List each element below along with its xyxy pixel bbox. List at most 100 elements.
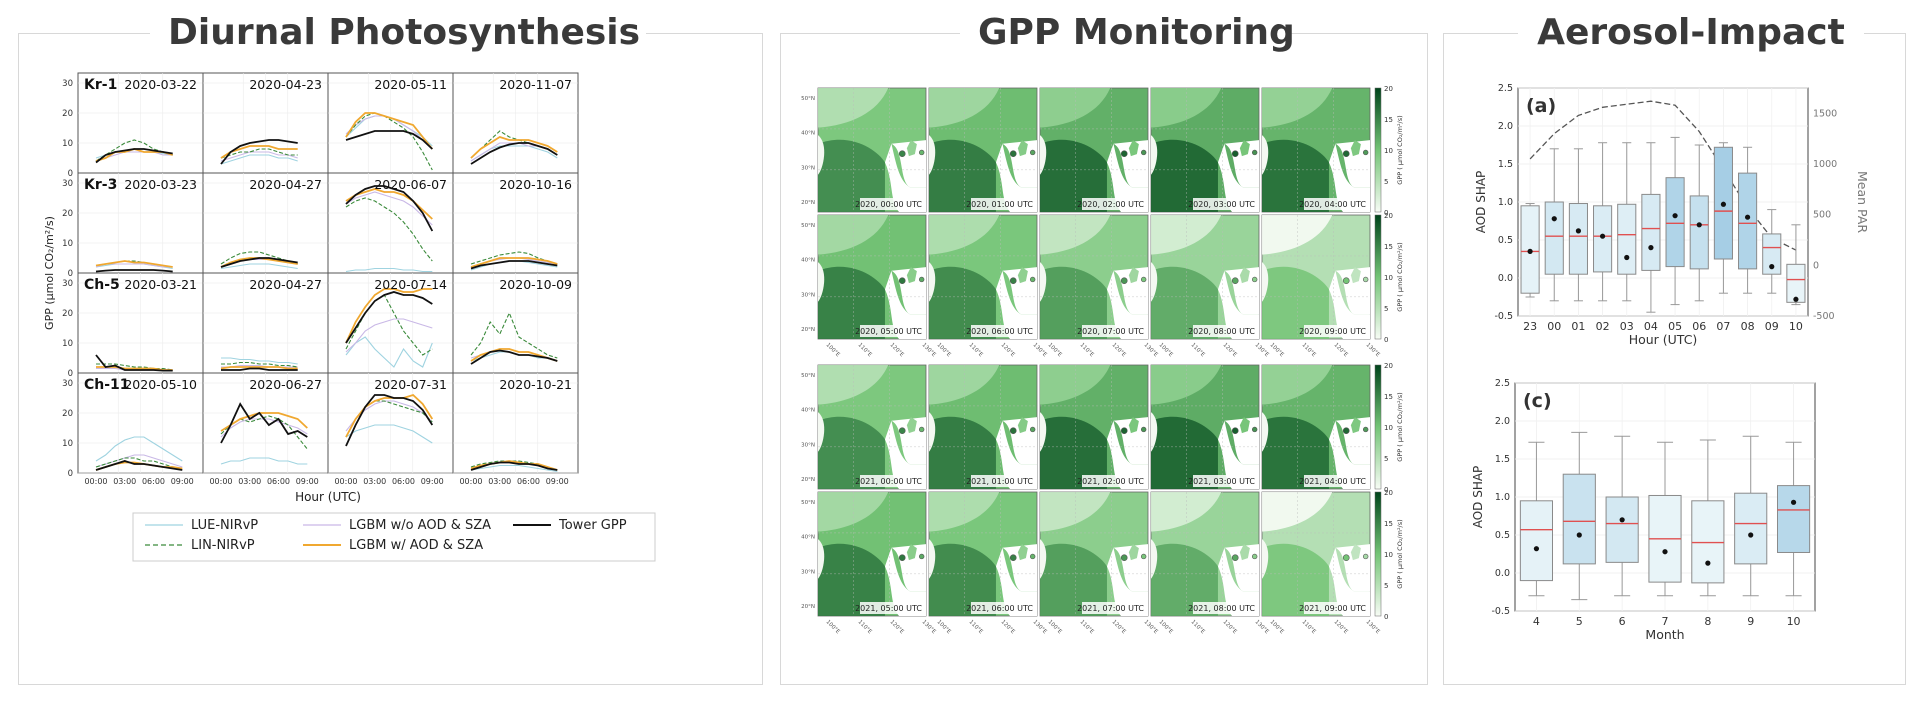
site-label: Ch-11: [84, 377, 130, 393]
gpp-map: 2021, 01:00 UTC: [928, 364, 1038, 490]
x-tick-label: 05: [1668, 320, 1682, 333]
box-item: [1520, 203, 1540, 298]
map-time-label: 2020, 07:00 UTC: [1077, 327, 1144, 336]
lon-tick-label: 130°E: [1032, 342, 1048, 358]
box-mean: [1744, 214, 1751, 220]
x-tick-label: 03:00: [363, 477, 386, 486]
lon-tick-label: 130°E: [1032, 619, 1048, 635]
box-mean: [1527, 248, 1533, 254]
map-south-region: [929, 543, 996, 616]
map-peninsula: [906, 544, 917, 561]
series-line-tower: [95, 269, 173, 273]
lon-tick-label: 130°E: [1365, 619, 1381, 635]
map-peninsula: [1017, 140, 1028, 157]
y-tick-label: 0.0: [1498, 273, 1513, 284]
map-north-region: [1151, 492, 1222, 532]
lon-tick-label: 130°E: [1365, 342, 1381, 358]
series-line-lgbm_w: [345, 188, 433, 220]
map-time-label: 2020, 03:00 UTC: [1188, 200, 1255, 209]
series-line-lin: [470, 311, 558, 359]
map-site-dot: [1120, 150, 1128, 158]
lat-tick-label: 20°N: [801, 327, 815, 333]
map-site-dot: [1140, 426, 1147, 433]
map-site-dot: [1009, 150, 1017, 158]
box-mean: [1790, 499, 1797, 505]
box-body: [1617, 203, 1637, 275]
map-site-dot: [918, 276, 925, 283]
diurnal-subplot: [327, 172, 454, 274]
legend-label: LIN-NIRvP: [191, 538, 255, 553]
map-peninsula: [1350, 267, 1361, 284]
gpp-map: 2020, 01:00 UTC: [928, 87, 1038, 213]
map-site-dot: [898, 150, 906, 158]
box-mean: [1696, 222, 1702, 228]
map-peninsula: [1128, 267, 1139, 284]
x-tick-label: 10: [1787, 615, 1801, 628]
diurnal-subplot: [202, 372, 329, 474]
map-label-bg: [860, 475, 924, 487]
map-south-region: [1262, 416, 1329, 489]
date-label: 2020-07-31: [374, 377, 447, 392]
series-line-tower: [220, 139, 298, 165]
lon-tick-label: 110°E: [1079, 342, 1095, 358]
lat-tick-label: 50°N: [801, 500, 815, 506]
diurnal-subplot: [77, 72, 204, 174]
x-tick-label: 5: [1576, 615, 1583, 628]
gpp-map: 2020, 08:00 UTC: [1150, 214, 1260, 340]
map-sea-south: [1328, 270, 1370, 339]
map-highland: [1262, 539, 1269, 579]
map-time-label: 2021, 00:00 UTC: [855, 477, 922, 486]
lon-tick-label: 120°E: [1000, 342, 1016, 358]
y2-tick-label: -500: [1813, 311, 1835, 322]
lon-tick-label: 120°E: [889, 619, 905, 635]
y-tick-label: 2.5: [1498, 83, 1513, 94]
box-item: [1641, 142, 1661, 313]
gpp-map: 2021, 03:00 UTC: [1150, 364, 1260, 490]
map-peninsula: [906, 417, 917, 434]
map-south-region: [1040, 416, 1107, 489]
map-peninsula: [1239, 544, 1250, 561]
lon-tick-label: 110°E: [857, 619, 873, 635]
box-item: [1648, 441, 1682, 597]
map-label-bg: [1304, 602, 1368, 614]
y-tick-label: 20: [62, 209, 73, 219]
map-site-dot: [1009, 277, 1017, 285]
map-peninsula: [1017, 417, 1028, 434]
map-highland: [1262, 412, 1269, 452]
map-sea-south: [995, 143, 1037, 212]
gpp-map: 2021, 09:00 UTC: [1261, 491, 1371, 617]
map-time-label: 2020, 02:00 UTC: [1077, 200, 1144, 209]
series-line-lgbm_w: [470, 136, 558, 159]
map-highland: [818, 262, 825, 302]
lat-tick-label: 20°N: [801, 477, 815, 483]
date-label: 2020-10-16: [499, 177, 572, 192]
y-axis-label: AOD SHAP: [1471, 466, 1485, 529]
y2-tick-label: 1000: [1813, 159, 1837, 170]
series-line-tower: [470, 142, 558, 165]
map-north-region: [1040, 365, 1111, 405]
map-south-region: [1040, 139, 1107, 212]
series-line-tower: [220, 402, 308, 444]
map-south-region: [1262, 543, 1329, 616]
map-peninsula: [1350, 544, 1361, 561]
map-label-bg: [1304, 198, 1368, 210]
colorbar-label: GPP ( μmol CO₂/m²/s): [1396, 392, 1404, 461]
colorbar-tick-label: 0: [1384, 209, 1388, 217]
map-label-bg: [1304, 325, 1368, 337]
map-time-label: 2020, 05:00 UTC: [855, 327, 922, 336]
box-item: [1689, 144, 1709, 302]
map-label-bg: [1193, 325, 1257, 337]
map-highland: [1151, 135, 1158, 175]
map-site-dot: [1231, 277, 1239, 285]
colorbar: [1374, 214, 1382, 340]
map-site-dot: [1342, 554, 1350, 562]
box-item: [1665, 136, 1685, 306]
map-sea-south: [995, 547, 1037, 616]
map-sea-south: [884, 547, 926, 616]
x-tick-label: 06:00: [392, 477, 415, 486]
colorbar-tick-label: 10: [1384, 274, 1393, 282]
map-label-bg: [971, 325, 1035, 337]
y-tick-label: -0.5: [1491, 606, 1510, 617]
map-sea-south: [1328, 547, 1370, 616]
box-item: [1593, 142, 1613, 302]
